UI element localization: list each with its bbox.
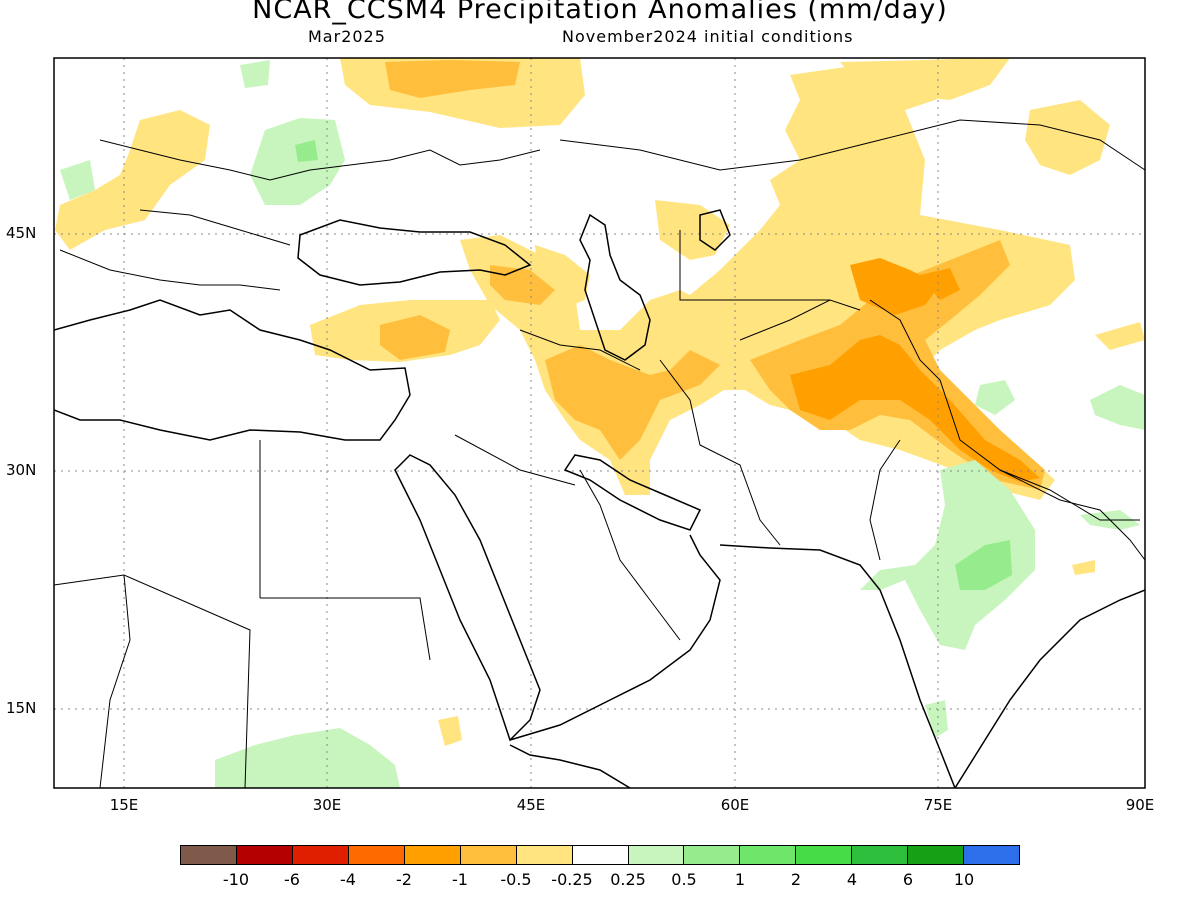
legend-swatch	[628, 846, 685, 864]
anomaly-wet-nepal	[975, 380, 1015, 415]
borders	[54, 119, 1145, 788]
legend-label: 2	[790, 870, 802, 889]
anomaly-strong-dry-pakistan	[790, 335, 1040, 482]
legend-swatch	[516, 846, 573, 864]
anomaly-wet-baltic	[240, 60, 270, 88]
legend-label: -4	[340, 870, 356, 889]
anomaly-moderate-wet-india	[955, 540, 1012, 590]
legend-swatch	[460, 846, 517, 864]
map-frame	[53, 57, 1146, 789]
legend-swatch	[796, 846, 853, 864]
initial-conditions: November2024 initial conditions	[562, 27, 854, 46]
anomaly-wet-bangladesh	[1090, 385, 1145, 430]
legend-swatch	[740, 846, 797, 864]
legend-swatch	[404, 846, 461, 864]
anomaly-dry-east-africa	[438, 716, 462, 746]
legend-swatch	[181, 846, 237, 864]
map-title: NCAR_CCSM4 Precipitation Anomalies (mm/d…	[252, 0, 948, 25]
lon-label-90e: 90E	[1125, 796, 1155, 814]
anomaly-wet-sudan	[215, 728, 400, 788]
anomaly-moderate-dry-iraq	[545, 345, 720, 460]
legend-label: 0.5	[671, 870, 697, 889]
lon-label-60e: 60E	[720, 796, 750, 814]
anomaly-dry-europe	[55, 110, 210, 250]
legend-label: -2	[396, 870, 412, 889]
lon-label-30e: 30E	[312, 796, 342, 814]
legend-label: 1	[734, 870, 746, 889]
legend-label: -0.25	[551, 870, 593, 889]
legend-swatch	[292, 846, 349, 864]
lat-label-15n: 15N	[6, 699, 37, 717]
legend-swatch	[348, 846, 405, 864]
legend-labels: -10 -6 -4 -2 -1 -0.5 -0.25 0.25 0.5 1 2 4 6 10	[0, 870, 1200, 892]
anomaly-moderate-wet-ukraine	[295, 140, 318, 162]
lon-label-75e: 75E	[923, 796, 953, 814]
color-legend	[180, 845, 1020, 865]
coastlines	[54, 209, 1145, 788]
anomaly-wet-india	[860, 460, 1035, 650]
legend-label: 10	[953, 870, 975, 889]
legend-swatch	[236, 846, 293, 864]
lon-label-15e: 15E	[109, 796, 139, 814]
legend-label: -10	[222, 870, 250, 889]
lat-label-45n: 45N	[6, 224, 37, 242]
anomaly-dry-siberia	[840, 58, 1010, 100]
legend-label: 0.25	[610, 870, 646, 889]
legend-label: 6	[902, 870, 914, 889]
legend-label: 4	[846, 870, 858, 889]
legend-swatch	[684, 846, 741, 864]
legend-label: -1	[452, 870, 468, 889]
wet-anomaly-fields	[60, 60, 1145, 788]
lat-label-30n: 30N	[6, 461, 37, 479]
anomaly-dry-tibet-east	[1095, 322, 1145, 350]
lon-label-45e: 45E	[516, 796, 546, 814]
legend-swatch	[572, 846, 629, 864]
anomaly-dry-bay	[1072, 560, 1095, 575]
legend-swatch	[852, 846, 909, 864]
anomaly-fields	[55, 58, 1145, 746]
lat-lon-grid	[54, 58, 1145, 788]
anomaly-moderate-dry-russia	[385, 60, 520, 98]
legend-swatch	[964, 846, 1020, 864]
anomaly-wet-ukraine	[250, 118, 345, 205]
legend-swatch	[908, 846, 965, 864]
anomaly-dry-mongolia	[1025, 100, 1110, 175]
anomaly-strong-dry-tajik	[850, 258, 940, 315]
anomaly-moderate-dry-turkey	[380, 315, 450, 360]
anomaly-strong-dry-kyrgyz	[920, 268, 960, 300]
legend-label: -6	[284, 870, 300, 889]
anomaly-dry-kazakh	[655, 200, 730, 260]
forecast-month: Mar2025	[308, 27, 386, 46]
anomaly-wet-poland	[60, 160, 95, 200]
legend-label: -0.5	[500, 870, 532, 889]
